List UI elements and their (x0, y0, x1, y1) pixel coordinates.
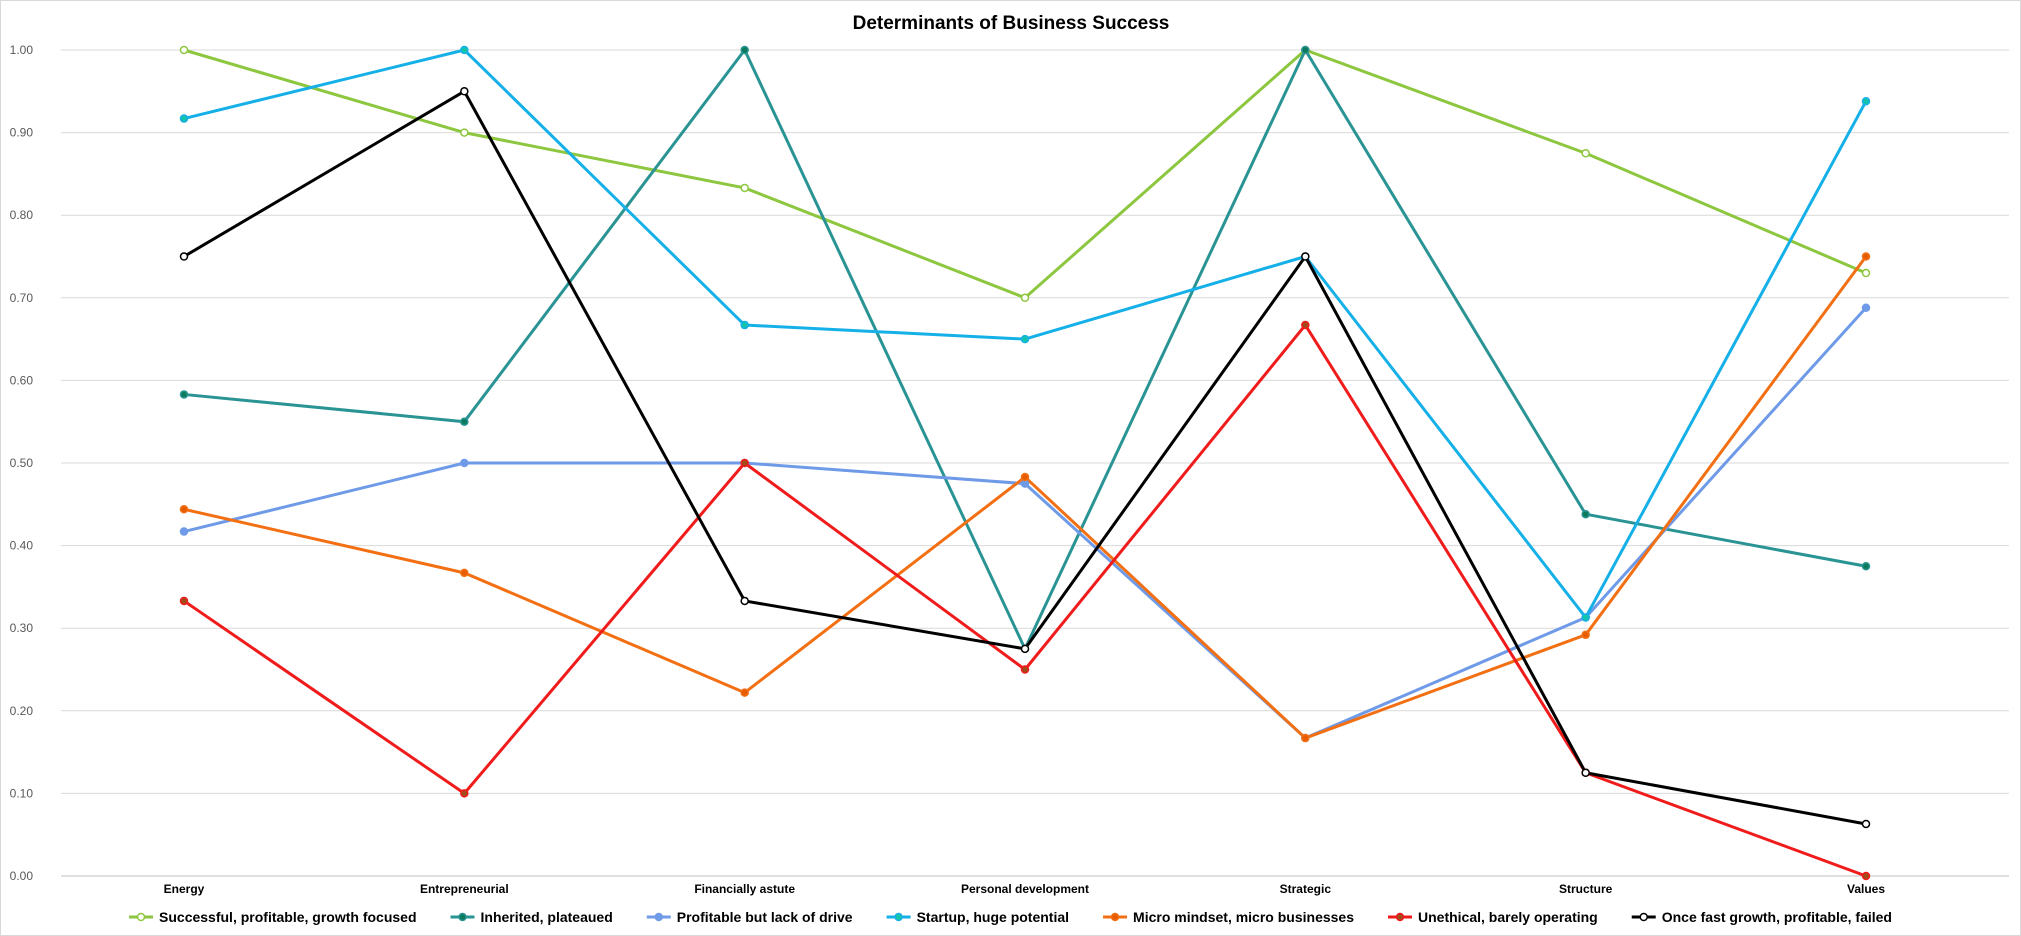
legend-marker (1110, 912, 1120, 922)
legend-label: Successful, profitable, growth focused (159, 909, 416, 925)
y-axis-tick-labels: 0.00 0.10 0.20 0.30 0.40 0.50 0.60 0.70 0.80 0.90… (10, 43, 34, 883)
data-point-inherited-plateaued (1301, 45, 1310, 55)
data-point-once-fast-growth-profitable-failed (460, 87, 469, 96)
data-point-inherited-plateaued (179, 390, 189, 399)
y-tick-label: 0.10 (10, 786, 34, 800)
y-tick-label: 0.20 (10, 704, 34, 718)
legend-item-micro-mindset-micro-businesses: Micro mindset, micro businesses (1103, 909, 1354, 925)
data-point-unethical-barely-operating (1301, 320, 1310, 330)
legend-marker (894, 912, 903, 922)
legend-marker (136, 912, 146, 922)
data-point-micro-mindset-micro-businesses (1301, 733, 1310, 743)
data-point-profitable-but-lack-of-drive (460, 458, 469, 468)
data-point-once-fast-growth-profitable-failed (740, 596, 749, 606)
data-point-once-fast-growth-profitable-failed (179, 252, 189, 261)
y-tick-label: 0.80 (10, 208, 34, 222)
data-point-once-fast-growth-profitable-failed (1581, 768, 1590, 777)
x-tick-label: Energy (164, 882, 205, 896)
data-point-once-fast-growth-profitable-failed (1861, 819, 1871, 829)
data-point-inherited-plateaued (740, 45, 749, 55)
data-point-startup-huge-potential (179, 114, 189, 123)
gridlines (61, 49, 2009, 877)
data-point-startup-huge-potential (1020, 334, 1030, 344)
legend-label: Startup, huge potential (917, 909, 1069, 925)
legend-item-startup-huge-potential: Startup, huge potential (886, 909, 1069, 925)
legend-item-profitable-but-lack-of-drive: Profitable but lack of drive (646, 909, 853, 925)
data-point-unethical-barely-operating (460, 789, 469, 798)
data-point-startup-huge-potential (740, 320, 749, 330)
data-point-micro-mindset-micro-businesses (460, 568, 469, 578)
legend: Successful, profitable, growth focused In… (129, 909, 1892, 925)
series-line-startup-huge-potential (183, 48, 1868, 619)
series-line-once-fast-growth-profitable-failed (183, 89, 1867, 826)
data-point-micro-mindset-micro-businesses (740, 688, 749, 697)
legend-marker (1395, 912, 1405, 922)
legend-label: Micro mindset, micro businesses (1133, 909, 1354, 925)
x-tick-label: Personal development (961, 882, 1089, 896)
data-point-inherited-plateaued (1861, 562, 1871, 571)
legend-item-successful-profitable-growth-focused: Successful, profitable, growth focused (129, 909, 417, 925)
y-tick-label: 0.40 (10, 539, 34, 553)
legend-marker (654, 912, 664, 922)
chart-title: Determinants of Business Success (853, 13, 1170, 34)
x-axis-tick-labels: Energy Entrepreneurial Financially astute P… (164, 882, 1886, 896)
y-tick-label: 0.00 (10, 869, 34, 883)
data-point-unethical-barely-operating (1020, 665, 1030, 674)
legend-item-unethical-barely-operating: Unethical, barely operating (1388, 909, 1598, 925)
y-tick-label: 0.70 (10, 291, 34, 305)
x-tick-label: Structure (1559, 882, 1613, 896)
data-point-micro-mindset-micro-businesses (1020, 472, 1030, 482)
data-point-startup-huge-potential (1581, 613, 1590, 622)
data-point-successful-profitable-growth-focused (179, 45, 189, 55)
legend-label: Profitable but lack of drive (677, 909, 853, 925)
y-tick-label: 0.50 (10, 456, 34, 470)
legend-item-once-fast-growth-profitable-failed: Once fast growth, profitable, failed (1631, 909, 1892, 925)
data-point-unethical-barely-operating (179, 596, 189, 606)
legend-label: Inherited, plateaued (481, 909, 613, 925)
series-line-inherited-plateaued (183, 48, 1867, 651)
data-point-profitable-but-lack-of-drive (1861, 303, 1871, 312)
x-tick-label: Strategic (1280, 882, 1332, 896)
data-point-micro-mindset-micro-businesses (1861, 252, 1871, 261)
data-point-once-fast-growth-profitable-failed (1301, 252, 1310, 261)
y-tick-label: 0.90 (10, 126, 34, 140)
legend-item-inherited-plateaued: Inherited, plateaued (450, 909, 613, 925)
y-tick-label: 1.00 (10, 43, 34, 57)
y-tick-label: 0.60 (10, 373, 34, 387)
data-point-successful-profitable-growth-focused (1020, 293, 1030, 303)
data-point-inherited-plateaued (1581, 509, 1590, 519)
data-point-successful-profitable-growth-focused (1581, 149, 1590, 158)
data-point-unethical-barely-operating (1861, 871, 1871, 881)
data-point-micro-mindset-micro-businesses (179, 505, 189, 514)
data-point-startup-huge-potential (460, 45, 469, 55)
data-point-micro-mindset-micro-businesses (1581, 630, 1590, 640)
x-tick-label: Values (1847, 882, 1885, 896)
data-point-once-fast-growth-profitable-failed (1020, 644, 1030, 654)
y-tick-label: 0.30 (10, 621, 34, 635)
legend-label: Unethical, barely operating (1418, 909, 1598, 925)
data-point-successful-profitable-growth-focused (740, 183, 749, 193)
series-line-successful-profitable-growth-focused (183, 48, 1867, 300)
data-point-inherited-plateaued (460, 417, 469, 426)
legend-label: Once fast growth, profitable, failed (1662, 909, 1892, 925)
data-point-successful-profitable-growth-focused (460, 128, 469, 137)
legend-marker (1639, 912, 1648, 922)
legend-marker (458, 912, 467, 922)
series-markers (179, 45, 1871, 881)
data-point-profitable-but-lack-of-drive (179, 527, 189, 536)
data-point-unethical-barely-operating (740, 458, 749, 468)
data-point-startup-huge-potential (1861, 96, 1871, 106)
data-point-successful-profitable-growth-focused (1861, 268, 1871, 278)
x-tick-label: Entrepreneurial (420, 882, 509, 896)
x-tick-label: Financially astute (694, 882, 795, 896)
